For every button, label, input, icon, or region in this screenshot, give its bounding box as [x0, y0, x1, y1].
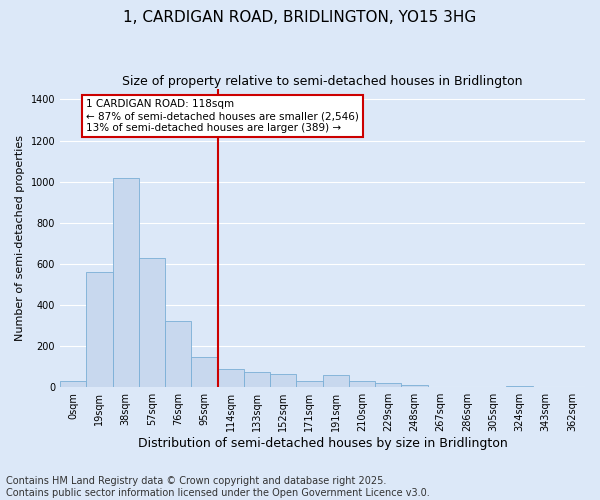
X-axis label: Distribution of semi-detached houses by size in Bridlington: Distribution of semi-detached houses by … [137, 437, 508, 450]
Bar [349, 381, 375, 387]
Y-axis label: Number of semi-detached properties: Number of semi-detached properties [15, 135, 25, 341]
Bar [86, 272, 113, 387]
Bar [375, 383, 401, 387]
Bar [113, 178, 139, 387]
Bar [191, 358, 218, 387]
Bar [323, 375, 349, 387]
Bar [60, 381, 86, 387]
Bar [401, 385, 428, 387]
Text: 1 CARDIGAN ROAD: 118sqm
← 87% of semi-detached houses are smaller (2,546)
13% of: 1 CARDIGAN ROAD: 118sqm ← 87% of semi-de… [86, 100, 359, 132]
Bar [506, 386, 533, 387]
Text: 1, CARDIGAN ROAD, BRIDLINGTON, YO15 3HG: 1, CARDIGAN ROAD, BRIDLINGTON, YO15 3HG [124, 10, 476, 25]
Text: Contains HM Land Registry data © Crown copyright and database right 2025.
Contai: Contains HM Land Registry data © Crown c… [6, 476, 430, 498]
Bar [244, 372, 270, 387]
Bar [270, 374, 296, 387]
Bar [218, 368, 244, 387]
Bar [296, 381, 323, 387]
Bar [139, 258, 165, 387]
Title: Size of property relative to semi-detached houses in Bridlington: Size of property relative to semi-detach… [122, 75, 523, 88]
Bar [165, 322, 191, 387]
